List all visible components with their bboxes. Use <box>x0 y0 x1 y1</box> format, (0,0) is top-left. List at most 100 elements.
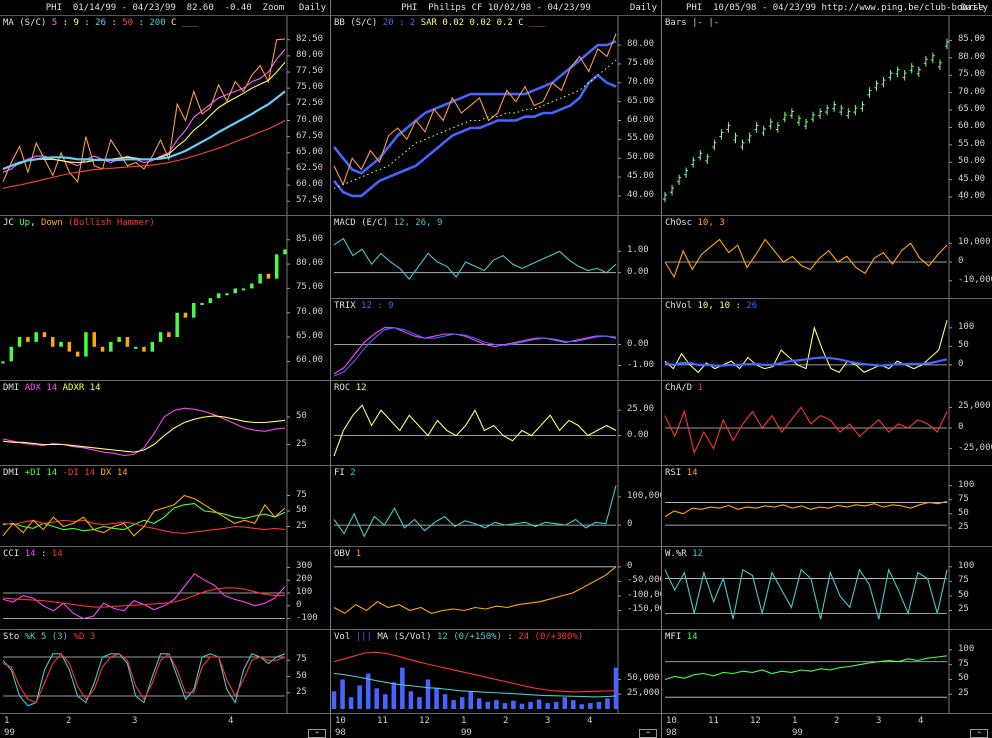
price-bar <box>691 157 696 168</box>
y-tick-label: -100 <box>296 612 318 623</box>
sto-plot <box>2 630 290 713</box>
label-part: ChOsc <box>665 218 698 228</box>
candle <box>117 337 121 342</box>
label-part: ___ <box>529 18 546 28</box>
label-part: (Bullish Hammer) <box>62 218 155 228</box>
label-part: DX 14 <box>95 468 128 478</box>
label-part: : <box>57 18 74 28</box>
x-axis: 10 11 12 1 2 3 4 98 99 ↔ <box>331 713 661 738</box>
y-tick-label: 50,000 <box>627 673 660 684</box>
panel-obv: OBV 1 0 -50,000 -100,000 -150,000 <box>331 547 661 630</box>
volume-bar <box>400 667 405 709</box>
y-tick-label: 50.00 <box>958 156 986 167</box>
period-selector[interactable]: Daily <box>298 3 326 13</box>
panel-label: JC Up, Down (Bullish Hammer) <box>3 218 155 228</box>
label-part: : <box>730 301 747 311</box>
y-tick-label: 70.00 <box>296 306 324 317</box>
volume-bar <box>425 679 431 709</box>
macd-plot <box>333 216 621 298</box>
label-part: JC <box>3 218 20 228</box>
x-tick-label: 2 <box>503 716 509 726</box>
price-bar <box>740 139 745 151</box>
y-tick-label: 75.00 <box>296 282 324 293</box>
panel-label: BB (S/C) 20 : 2 SAR 0.02 0.02 0.2 C ___ <box>334 18 545 28</box>
candle <box>200 303 204 305</box>
price-bar <box>768 118 773 130</box>
label-part: 12, 26, 9 <box>393 218 443 228</box>
y-tick-label: 80.00 <box>296 49 324 60</box>
label-part: -DI 14 <box>57 468 96 478</box>
period-selector[interactable]: Daily <box>629 3 657 13</box>
symbol: PHI <box>401 3 418 13</box>
x-tick-label: 11 <box>377 716 388 726</box>
period-selector[interactable]: Daily <box>960 3 988 13</box>
x-tick-label: 3 <box>545 716 551 726</box>
scroll-arrows-icon[interactable]: ↔ <box>308 729 326 738</box>
panel-label: DMI +DI 14 -DI 14 DX 14 <box>3 468 128 478</box>
price-bar <box>874 80 879 91</box>
panel-label: TRIX 12 : 9 <box>334 301 394 311</box>
label-part: Down <box>40 218 63 228</box>
panel-chad: ChA/D 1 25,000 0 -25,000 <box>662 381 992 466</box>
candle <box>167 332 171 338</box>
label-part: FI <box>334 468 351 478</box>
label-part: %K 5 (3) <box>24 632 69 642</box>
y-tick-label: 60.00 <box>958 121 986 132</box>
label-part: 200 <box>149 18 166 28</box>
candle <box>125 337 130 347</box>
candle <box>183 312 188 318</box>
panel-label: W.%R 12 <box>665 549 703 559</box>
cci-plot <box>2 547 290 629</box>
symbol: PHI <box>45 3 63 13</box>
label-part: 10, 3 <box>697 218 725 228</box>
panel-mfi: MFI 14 100 75 50 25 <box>662 630 992 714</box>
candle <box>225 293 229 296</box>
label-part: Vol <box>334 632 356 642</box>
label-part: TRIX <box>334 301 362 311</box>
price-bar <box>712 139 717 151</box>
y-tick-label: 0.00 <box>627 429 649 440</box>
candle <box>84 332 88 357</box>
panel-label: MACD (E/C) 12, 26, 9 <box>334 218 442 228</box>
candle <box>92 332 96 347</box>
y-tick-label: 50 <box>296 505 307 515</box>
panel-label: RSI 14 <box>665 468 698 478</box>
last-price: 82.60 <box>186 3 214 13</box>
series-line <box>2 573 286 620</box>
price-bar <box>895 66 900 77</box>
volume-bar <box>579 704 585 709</box>
y-tick-label: 100 <box>958 560 975 571</box>
price-bar <box>846 108 851 119</box>
label-part: 26 <box>95 18 106 28</box>
candle <box>283 249 287 255</box>
panel-dmi-di: DMI +DI 14 -DI 14 DX 14 75 50 25 <box>0 466 330 547</box>
zoom-button[interactable]: Zoom <box>262 3 285 13</box>
label-part: 24 (0/+300%) <box>518 632 584 642</box>
label-part: 50 <box>122 18 134 28</box>
y-tick-label: 100 <box>958 321 975 332</box>
label-part: 12 <box>692 549 703 559</box>
price-bar <box>670 184 675 196</box>
y-tick-label: 0.00 <box>627 266 649 277</box>
label-part: ADXR 14 <box>57 383 101 393</box>
y-tick-label: 10,000 <box>958 237 991 248</box>
year-label: 98 <box>335 728 346 738</box>
series-line <box>664 238 948 279</box>
scroll-arrows-icon[interactable]: ↔ <box>970 729 988 738</box>
scroll-arrows-icon[interactable]: ↔ <box>639 729 657 738</box>
label-part: |- |- <box>692 18 720 28</box>
label-part: MA (S/Vol) <box>371 632 437 642</box>
y-tick-label: 25 <box>958 688 969 699</box>
panel-label: OBV 1 <box>334 549 361 559</box>
y-tick-label: -1.00 <box>627 359 655 370</box>
label-part: 12 : 9 <box>361 301 394 311</box>
y-tick-label: 65.00 <box>296 331 324 342</box>
volume-bar <box>357 685 362 709</box>
volume-bar <box>502 703 508 709</box>
dmi-di-plot <box>2 466 290 546</box>
y-tick-label: -150,000 <box>627 604 661 615</box>
volume-bar <box>331 691 337 709</box>
y-tick-label: 70.00 <box>627 76 655 87</box>
label-part: 1 <box>355 549 362 559</box>
column-divider <box>330 0 331 738</box>
